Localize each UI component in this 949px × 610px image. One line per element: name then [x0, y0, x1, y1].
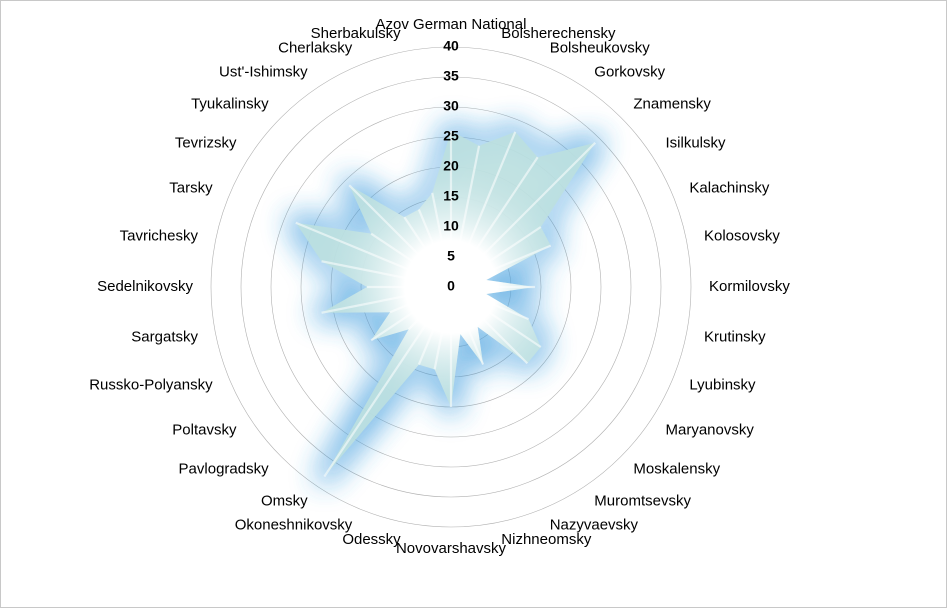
- category-label: Cherlaksky: [278, 40, 353, 57]
- category-label: Gorkovsky: [594, 63, 665, 80]
- category-label: Moskalensky: [633, 460, 720, 477]
- category-label: Lyubinsky: [689, 377, 756, 394]
- category-label: Novovarshavsky: [396, 540, 507, 557]
- category-label: Kalachinsky: [689, 179, 770, 196]
- radial-tick-40: 40: [443, 38, 459, 54]
- category-label: Ust'-Ishimsky: [219, 63, 308, 80]
- category-label: Isilkulsky: [666, 135, 727, 152]
- radial-tick-30: 30: [443, 98, 459, 114]
- category-label: Maryanovsky: [666, 421, 755, 438]
- category-label: Znamensky: [633, 96, 711, 113]
- category-label: Poltavsky: [172, 421, 237, 438]
- category-label: Kolosovsky: [704, 228, 780, 245]
- category-label: Pavlogradsky: [179, 460, 270, 477]
- category-label: Omsky: [261, 492, 308, 509]
- radial-tick-5: 5: [447, 248, 455, 264]
- category-label: Nizhneomsky: [501, 531, 592, 548]
- radial-tick-10: 10: [443, 218, 459, 234]
- radial-tick-15: 15: [443, 188, 459, 204]
- radial-tick-0: 0: [447, 278, 455, 294]
- category-label: Okoneshnikovsky: [235, 516, 353, 533]
- chart-frame: 0510152025303540Azov German NationalBols…: [0, 0, 947, 608]
- category-label: Tarsky: [169, 179, 213, 196]
- category-label: Sherbakulsky: [311, 25, 402, 42]
- radial-tick-25: 25: [443, 128, 459, 144]
- radial-tick-20: 20: [443, 158, 459, 174]
- radial-tick-35: 35: [443, 68, 459, 84]
- category-label: Sargatsky: [131, 328, 198, 345]
- category-label: Krutinsky: [704, 328, 766, 345]
- category-label: Bolsheukovsky: [550, 40, 651, 57]
- radar-chart: 0510152025303540Azov German NationalBols…: [1, 1, 948, 609]
- category-label: Odessky: [342, 531, 401, 548]
- category-label: Tavrichesky: [120, 228, 199, 245]
- category-label: Tevrizsky: [175, 135, 237, 152]
- category-label: Muromtsevsky: [594, 492, 691, 509]
- category-label: Sedelnikovsky: [97, 278, 193, 295]
- category-label: Tyukalinsky: [191, 96, 269, 113]
- category-label: Russko-Polyansky: [89, 377, 213, 394]
- category-label: Kormilovsky: [709, 278, 790, 295]
